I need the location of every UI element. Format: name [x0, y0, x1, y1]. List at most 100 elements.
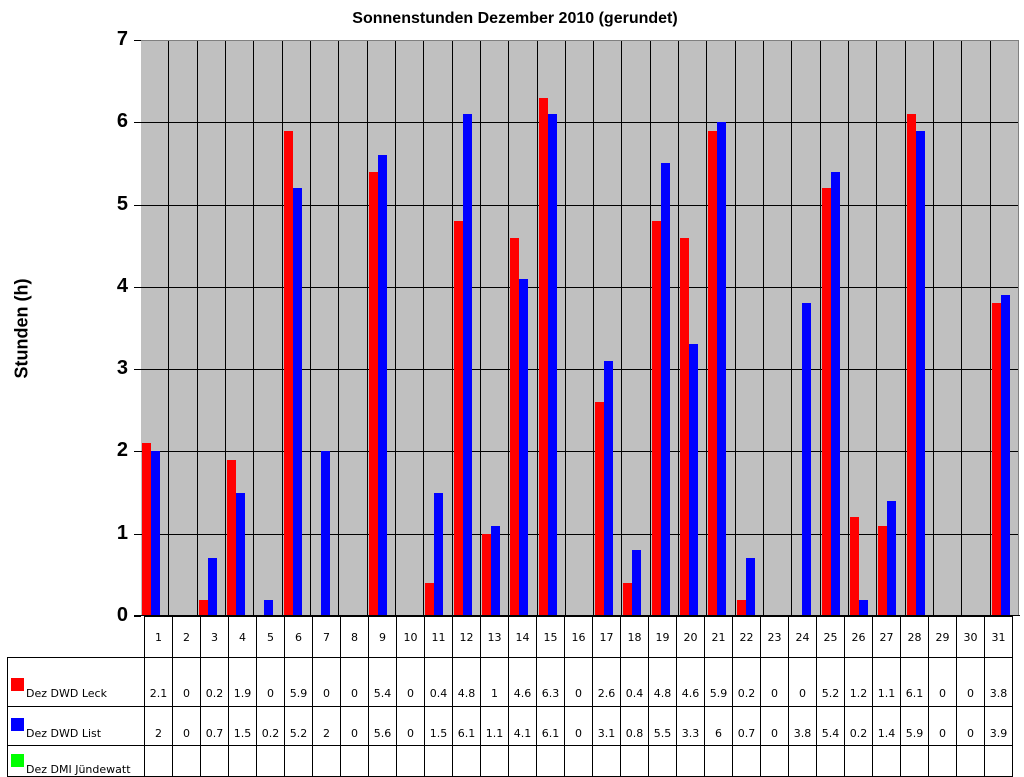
bar-dez-dwd-leck-day-15	[538, 97, 548, 616]
table-cell	[284, 745, 313, 777]
table-cell: 1.5	[228, 706, 257, 746]
table-header-day: 4	[228, 616, 257, 658]
table-cell: 0	[340, 657, 369, 707]
table-cell	[592, 745, 621, 777]
vertical-gridline	[791, 41, 793, 616]
table-cell: 6.3	[536, 657, 565, 707]
bar-dez-dwd-list-day-19	[660, 163, 670, 616]
table-header-day: 8	[340, 616, 369, 658]
y-tick-mark	[134, 451, 141, 453]
bar-dez-dwd-leck-day-1	[142, 443, 151, 616]
table-cell	[956, 745, 985, 777]
bar-dez-dwd-list-day-1	[151, 451, 160, 616]
table-header-day: 31	[984, 616, 1013, 658]
bar-dez-dwd-list-day-5	[264, 599, 274, 616]
table-cell: 5.9	[704, 657, 733, 707]
table-corner	[7, 616, 145, 658]
vertical-gridline	[678, 41, 680, 616]
vertical-gridline	[253, 41, 255, 616]
bar-dez-dwd-list-day-17	[604, 360, 614, 616]
bar-dez-dwd-list-day-20	[689, 344, 699, 616]
bar-dez-dwd-list-day-31	[1000, 295, 1010, 616]
table-cell: 5.4	[368, 657, 397, 707]
vertical-gridline	[281, 41, 283, 616]
plot-area	[141, 40, 1019, 616]
bar-dez-dwd-leck-day-11	[425, 583, 435, 616]
table-cell: 2	[312, 706, 341, 746]
table-cell: 0	[172, 706, 201, 746]
table-cell	[984, 745, 1013, 777]
vertical-gridline	[564, 41, 566, 616]
table-cell: 4.8	[648, 657, 677, 707]
data-table: 1 2 3 4 5 6 7 8 9 10 11 12 13 14 15 16 17 18 19 20 21 22 23 24 2…	[7, 616, 1013, 777]
bar-dez-dwd-leck-day-17	[595, 402, 605, 616]
horizontal-gridline	[141, 204, 1018, 206]
table-cell	[480, 745, 509, 777]
vertical-gridline	[904, 41, 906, 616]
y-tick-label: 7	[116, 28, 128, 50]
table-header-day: 26	[844, 616, 873, 658]
bar-dez-dwd-list-day-22	[745, 558, 755, 616]
table-header-day: 25	[816, 616, 845, 658]
table-cell: 2	[144, 706, 173, 746]
table-cell	[396, 745, 425, 777]
table-cell: 1.1	[872, 657, 901, 707]
bar-dez-dwd-list-day-3	[207, 558, 217, 616]
table-cell: 0	[956, 657, 985, 707]
bar-dez-dwd-leck-day-9	[368, 171, 378, 616]
vertical-gridline	[819, 41, 821, 616]
table-cell: 5.4	[816, 706, 845, 746]
bar-dez-dwd-leck-day-14	[510, 237, 520, 616]
table-cell: 4.6	[676, 657, 705, 707]
horizontal-gridline	[141, 122, 1018, 124]
horizontal-gridline	[141, 451, 1018, 453]
table-row: Dez DMI Jündewatt	[7, 745, 1013, 777]
table-cell: 0	[396, 706, 425, 746]
table-header-day: 22	[732, 616, 761, 658]
y-tick-label: 4	[116, 274, 128, 297]
table-cell: 5.6	[368, 706, 397, 746]
table-header-day: 1	[144, 616, 173, 658]
table-header-day: 16	[564, 616, 593, 658]
table-cell: 0	[564, 657, 593, 707]
bar-dez-dwd-list-day-12	[462, 114, 472, 616]
table-cell: 0.2	[844, 706, 873, 746]
table-cell	[732, 745, 761, 777]
table-cell: 3.9	[984, 706, 1013, 746]
table-cell: 1.4	[872, 706, 901, 746]
bar-dez-dwd-list-day-21	[717, 122, 727, 616]
table-cell: 1.2	[844, 657, 873, 707]
table-header-day: 12	[452, 616, 481, 658]
bar-dez-dwd-leck-day-3	[198, 599, 208, 616]
vertical-gridline	[338, 41, 340, 616]
table-header-day: 7	[312, 616, 341, 658]
table-cell	[340, 745, 369, 777]
table-header-day: 20	[676, 616, 705, 658]
vertical-gridline	[224, 41, 226, 616]
bar-dez-dwd-leck-day-31	[991, 303, 1001, 616]
legend-label: Dez DMI Jündewatt	[26, 763, 131, 776]
y-tick-label: 3	[116, 357, 128, 380]
vertical-gridline	[621, 41, 623, 616]
table-cell: 1	[480, 657, 509, 707]
legend-swatch-icon	[11, 754, 24, 767]
table-cell: 6.1	[536, 706, 565, 746]
table-cell: 0.4	[620, 657, 649, 707]
bar-dez-dwd-list-day-14	[519, 278, 529, 616]
table-cell: 6.1	[900, 657, 929, 707]
table-cell: 0	[788, 657, 817, 707]
vertical-gridline	[933, 41, 935, 616]
bar-dez-dwd-leck-day-26	[850, 517, 860, 616]
table-cell: 0.7	[732, 706, 761, 746]
vertical-gridline	[168, 41, 170, 616]
table-header-day: 9	[368, 616, 397, 658]
table-cell: 0	[564, 706, 593, 746]
table-header-day: 10	[396, 616, 425, 658]
table-cell	[144, 745, 173, 777]
table-cell	[704, 745, 733, 777]
bar-dez-dwd-list-day-6	[292, 188, 302, 616]
table-cell: 1.5	[424, 706, 453, 746]
bar-dez-dwd-leck-day-19	[651, 221, 661, 616]
bar-dez-dwd-list-day-15	[547, 114, 557, 616]
bar-dez-dwd-list-day-11	[434, 492, 444, 616]
